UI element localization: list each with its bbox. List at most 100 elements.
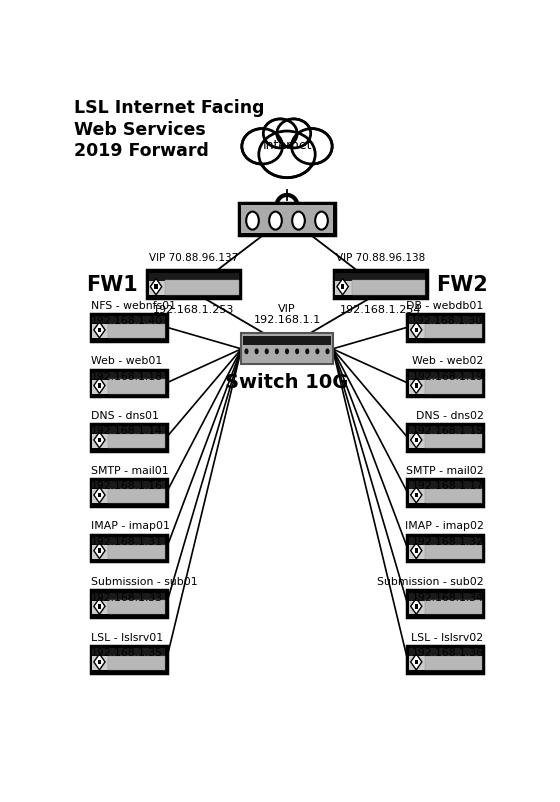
- FancyBboxPatch shape: [408, 646, 483, 673]
- FancyBboxPatch shape: [92, 482, 165, 504]
- FancyBboxPatch shape: [408, 480, 483, 506]
- Polygon shape: [410, 378, 422, 394]
- FancyBboxPatch shape: [415, 328, 418, 333]
- FancyBboxPatch shape: [108, 380, 165, 395]
- FancyBboxPatch shape: [241, 334, 333, 365]
- FancyBboxPatch shape: [92, 317, 165, 338]
- FancyBboxPatch shape: [425, 601, 482, 614]
- Text: Web - web01: Web - web01: [91, 356, 162, 366]
- FancyBboxPatch shape: [149, 273, 239, 282]
- FancyBboxPatch shape: [91, 424, 166, 451]
- Ellipse shape: [265, 121, 296, 148]
- FancyBboxPatch shape: [108, 656, 165, 670]
- FancyBboxPatch shape: [239, 204, 335, 236]
- FancyBboxPatch shape: [425, 489, 482, 504]
- Text: SMTP - mail02: SMTP - mail02: [406, 465, 483, 475]
- Ellipse shape: [261, 134, 313, 176]
- Text: IMAP - imap01: IMAP - imap01: [91, 520, 170, 531]
- FancyBboxPatch shape: [409, 373, 482, 381]
- FancyBboxPatch shape: [98, 660, 101, 664]
- FancyBboxPatch shape: [408, 424, 483, 451]
- FancyBboxPatch shape: [408, 535, 483, 561]
- Ellipse shape: [292, 129, 332, 164]
- FancyBboxPatch shape: [108, 434, 165, 448]
- FancyBboxPatch shape: [92, 649, 165, 657]
- FancyBboxPatch shape: [91, 370, 166, 397]
- FancyBboxPatch shape: [334, 271, 427, 298]
- Text: DNS - dns01: DNS - dns01: [91, 410, 158, 420]
- FancyBboxPatch shape: [409, 649, 482, 670]
- FancyBboxPatch shape: [352, 281, 425, 296]
- FancyBboxPatch shape: [98, 604, 101, 609]
- Text: LSL Internet Facing
Web Services
2019 Forward: LSL Internet Facing Web Services 2019 Fo…: [74, 99, 265, 160]
- FancyBboxPatch shape: [425, 656, 482, 670]
- FancyBboxPatch shape: [409, 427, 482, 435]
- Circle shape: [315, 213, 328, 230]
- Circle shape: [244, 349, 249, 354]
- FancyBboxPatch shape: [165, 281, 239, 296]
- FancyBboxPatch shape: [425, 380, 482, 395]
- Text: VIP
192.168.1.1: VIP 192.168.1.1: [253, 303, 321, 325]
- Text: 192.168.1.19: 192.168.1.19: [412, 371, 483, 381]
- Circle shape: [295, 349, 299, 354]
- FancyBboxPatch shape: [408, 370, 483, 397]
- Ellipse shape: [278, 121, 309, 148]
- FancyBboxPatch shape: [409, 649, 482, 657]
- FancyBboxPatch shape: [98, 328, 101, 333]
- FancyBboxPatch shape: [408, 314, 483, 341]
- Text: 192.168.1.14: 192.168.1.14: [91, 426, 162, 435]
- FancyBboxPatch shape: [92, 593, 165, 601]
- Text: LSL - lslsrv02: LSL - lslsrv02: [411, 632, 483, 642]
- FancyBboxPatch shape: [409, 537, 482, 545]
- Circle shape: [265, 349, 269, 354]
- FancyBboxPatch shape: [415, 660, 418, 664]
- FancyBboxPatch shape: [91, 646, 166, 673]
- FancyBboxPatch shape: [92, 317, 165, 325]
- Circle shape: [315, 349, 319, 354]
- Circle shape: [285, 349, 289, 354]
- Text: 192.168.1.35: 192.168.1.35: [91, 647, 162, 658]
- FancyBboxPatch shape: [425, 434, 482, 448]
- FancyBboxPatch shape: [335, 273, 425, 296]
- FancyBboxPatch shape: [415, 604, 418, 609]
- Circle shape: [275, 349, 279, 354]
- FancyBboxPatch shape: [409, 317, 482, 338]
- Text: Submission - sub02: Submission - sub02: [377, 577, 483, 586]
- FancyBboxPatch shape: [409, 482, 482, 504]
- Ellipse shape: [263, 119, 297, 148]
- FancyBboxPatch shape: [425, 545, 482, 559]
- Polygon shape: [94, 378, 105, 394]
- Polygon shape: [94, 598, 105, 614]
- FancyBboxPatch shape: [108, 601, 165, 614]
- Text: FW2: FW2: [436, 274, 487, 294]
- Text: Switch 10G: Switch 10G: [225, 372, 349, 391]
- Polygon shape: [94, 488, 105, 504]
- Circle shape: [269, 213, 282, 230]
- Ellipse shape: [259, 132, 315, 178]
- FancyBboxPatch shape: [92, 593, 165, 614]
- FancyBboxPatch shape: [98, 549, 101, 553]
- FancyBboxPatch shape: [91, 535, 166, 561]
- Text: 192.168.1.18: 192.168.1.18: [91, 371, 162, 381]
- FancyBboxPatch shape: [91, 314, 166, 341]
- Text: IMAP - imap02: IMAP - imap02: [404, 520, 483, 531]
- Polygon shape: [94, 432, 105, 448]
- FancyBboxPatch shape: [108, 545, 165, 559]
- Text: Submission - sub01: Submission - sub01: [91, 577, 197, 586]
- FancyBboxPatch shape: [409, 537, 482, 559]
- Text: DNS - dns02: DNS - dns02: [416, 410, 483, 420]
- Text: SMTP - mail01: SMTP - mail01: [91, 465, 168, 475]
- Polygon shape: [410, 488, 422, 504]
- Ellipse shape: [242, 129, 282, 164]
- Text: VIP 70.88.96.138: VIP 70.88.96.138: [335, 253, 425, 263]
- Text: NFS - webnfs01: NFS - webnfs01: [91, 300, 176, 310]
- Text: 192.168.1.34: 192.168.1.34: [412, 592, 483, 602]
- Polygon shape: [410, 432, 422, 448]
- FancyBboxPatch shape: [243, 337, 331, 346]
- Text: 192.168.1.30: 192.168.1.30: [411, 316, 483, 326]
- FancyBboxPatch shape: [147, 271, 240, 298]
- Text: LSL - lslsrv01: LSL - lslsrv01: [91, 632, 163, 642]
- FancyBboxPatch shape: [108, 324, 165, 338]
- FancyBboxPatch shape: [415, 549, 418, 553]
- Polygon shape: [94, 543, 105, 559]
